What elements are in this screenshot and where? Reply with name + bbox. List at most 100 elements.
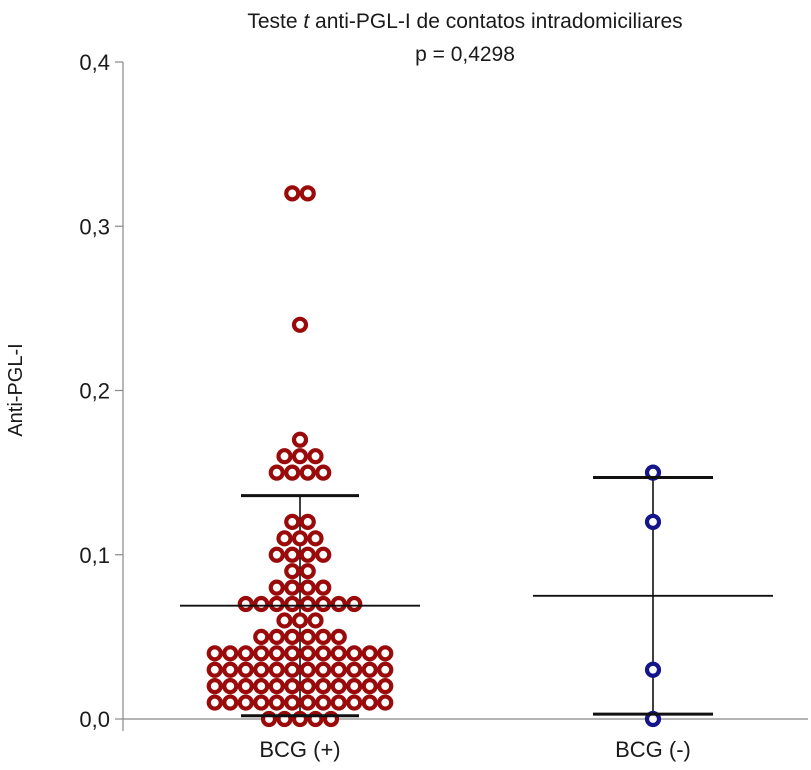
data-point [206,694,223,711]
y-tick-label: 0,2 [79,379,110,404]
series-0 [180,185,420,728]
data-point [361,694,378,711]
data-point [284,645,301,662]
data-point [307,530,324,547]
data-point [644,661,662,678]
data-point [346,678,363,695]
data-point [206,645,223,662]
data-point [284,661,301,678]
data-point [299,185,316,202]
data-point [330,628,347,645]
data-point [284,546,301,563]
data-point [268,546,285,563]
data-point [253,645,270,662]
data-point [330,694,347,711]
y-axis-label: Anti-PGL-I [5,343,27,436]
data-point [253,661,270,678]
data-point [299,579,316,596]
data-point [284,513,301,531]
data-point [237,661,254,678]
data-point [284,628,301,645]
data-point [268,678,285,695]
data-point [299,595,316,613]
data-point [315,694,332,711]
data-point [253,628,270,645]
data-point [284,595,301,613]
data-point [284,563,301,580]
data-point [299,628,316,645]
series-1 [533,464,773,728]
data-point [291,431,309,448]
data-point [237,645,254,662]
data-point [237,678,254,695]
data-point [315,645,332,662]
data-point [377,678,394,695]
data-point [330,645,347,662]
data-point [315,464,332,481]
data-point [284,579,301,596]
data-point [315,579,332,596]
data-point [307,612,324,629]
data-point [299,513,316,531]
data-point [644,513,662,531]
data-point [237,694,254,711]
data-point [268,628,285,645]
data-point [268,464,285,481]
data-point [253,694,270,711]
data-point [299,464,316,481]
data-point [268,595,285,613]
data-point [253,678,270,695]
data-point [284,464,301,481]
data-point [222,661,239,678]
data-point [299,661,316,678]
data-point [268,645,285,662]
data-point [330,678,347,695]
data-point [377,694,394,711]
data-marks [180,185,773,728]
data-point [377,661,394,678]
y-tick-label: 0,3 [79,214,110,239]
data-point [222,694,239,711]
data-point [284,678,301,695]
data-point [346,645,363,662]
data-point [276,530,293,547]
data-point [361,645,378,662]
data-point [206,661,223,678]
y-tick-label: 0,4 [79,50,110,75]
data-point [315,661,332,678]
data-point [315,595,332,613]
data-point [206,678,223,695]
data-point [299,694,316,711]
data-point [237,595,254,613]
data-point [253,595,270,613]
data-point [284,694,301,711]
data-point [307,448,324,465]
data-point [222,645,239,662]
data-point [268,579,285,596]
y-tick-label: 0,0 [79,707,110,732]
data-point [315,678,332,695]
data-point [291,448,309,465]
data-point [315,628,332,645]
data-point [377,645,394,662]
x-tick-label: BCG (+) [259,737,340,762]
data-point [222,678,239,695]
data-point [268,661,285,678]
chart-subtitle: p = 0,4298 [415,43,515,66]
data-point [299,678,316,695]
data-point [276,448,293,465]
data-point [330,595,347,613]
data-point [299,563,316,580]
data-point [346,694,363,711]
axes: 0,0 0,1 0,2 0,3 0,4 BCG (+) BCG (-) [79,50,808,762]
x-tick-label: BCG (-) [615,737,691,762]
data-point [361,678,378,695]
data-point [346,595,363,613]
data-point [361,661,378,678]
data-point [291,612,309,629]
chart-title: Teste t anti-PGL-I de contatos intradomi… [247,10,682,33]
data-point [330,661,347,678]
data-point [291,316,309,333]
